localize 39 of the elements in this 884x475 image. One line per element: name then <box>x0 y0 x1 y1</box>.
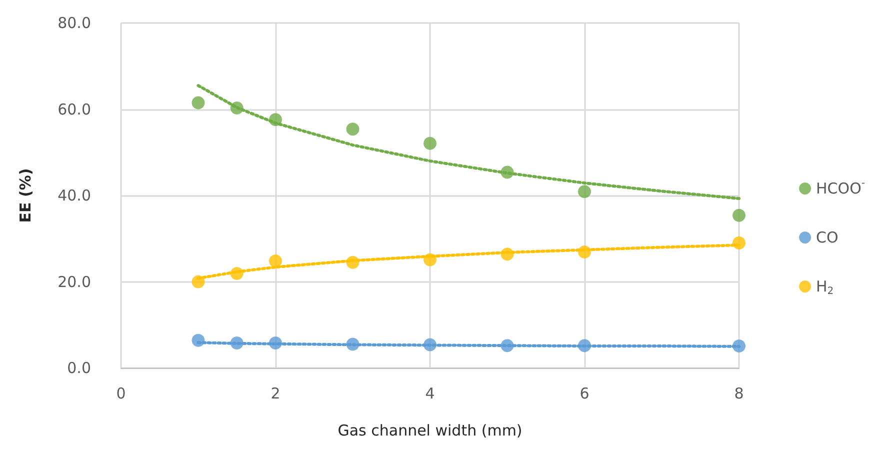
point <box>192 96 205 110</box>
point <box>732 236 746 250</box>
point <box>500 166 514 179</box>
point <box>424 253 436 266</box>
point <box>346 122 360 136</box>
line-series <box>196 84 740 200</box>
legend-label: HCOO- <box>816 178 866 198</box>
point <box>578 185 591 198</box>
x-tick-label: 0 <box>116 384 126 402</box>
y-tick-label: 40.0 <box>58 186 91 204</box>
point <box>230 336 244 350</box>
point <box>424 136 436 150</box>
point <box>500 339 514 352</box>
y-tick-label: 80.0 <box>58 14 91 32</box>
point <box>192 334 205 347</box>
point <box>500 248 514 261</box>
point <box>230 267 244 280</box>
x-tick-label: 8 <box>734 384 744 402</box>
point <box>346 338 360 351</box>
point <box>578 339 591 352</box>
point <box>230 101 244 114</box>
point <box>424 338 436 352</box>
y-axis-title: EE (%) <box>16 168 34 223</box>
x-tick-label: 6 <box>580 384 590 402</box>
y-tick-label: 60.0 <box>58 100 91 118</box>
point <box>346 256 360 269</box>
x-tick-label: 4 <box>425 384 435 402</box>
legend-label: CO <box>816 228 838 246</box>
x-tick-label: 2 <box>270 384 280 402</box>
x-axis-title: Gas channel width (mm) <box>338 422 522 440</box>
point <box>732 208 746 222</box>
point <box>192 275 205 288</box>
point <box>578 245 591 258</box>
point <box>269 336 282 350</box>
point <box>732 340 746 353</box>
y-tick-label: 0.0 <box>67 359 91 377</box>
y-tick-label: 20.0 <box>58 272 91 291</box>
point <box>269 113 282 126</box>
point <box>269 254 282 268</box>
